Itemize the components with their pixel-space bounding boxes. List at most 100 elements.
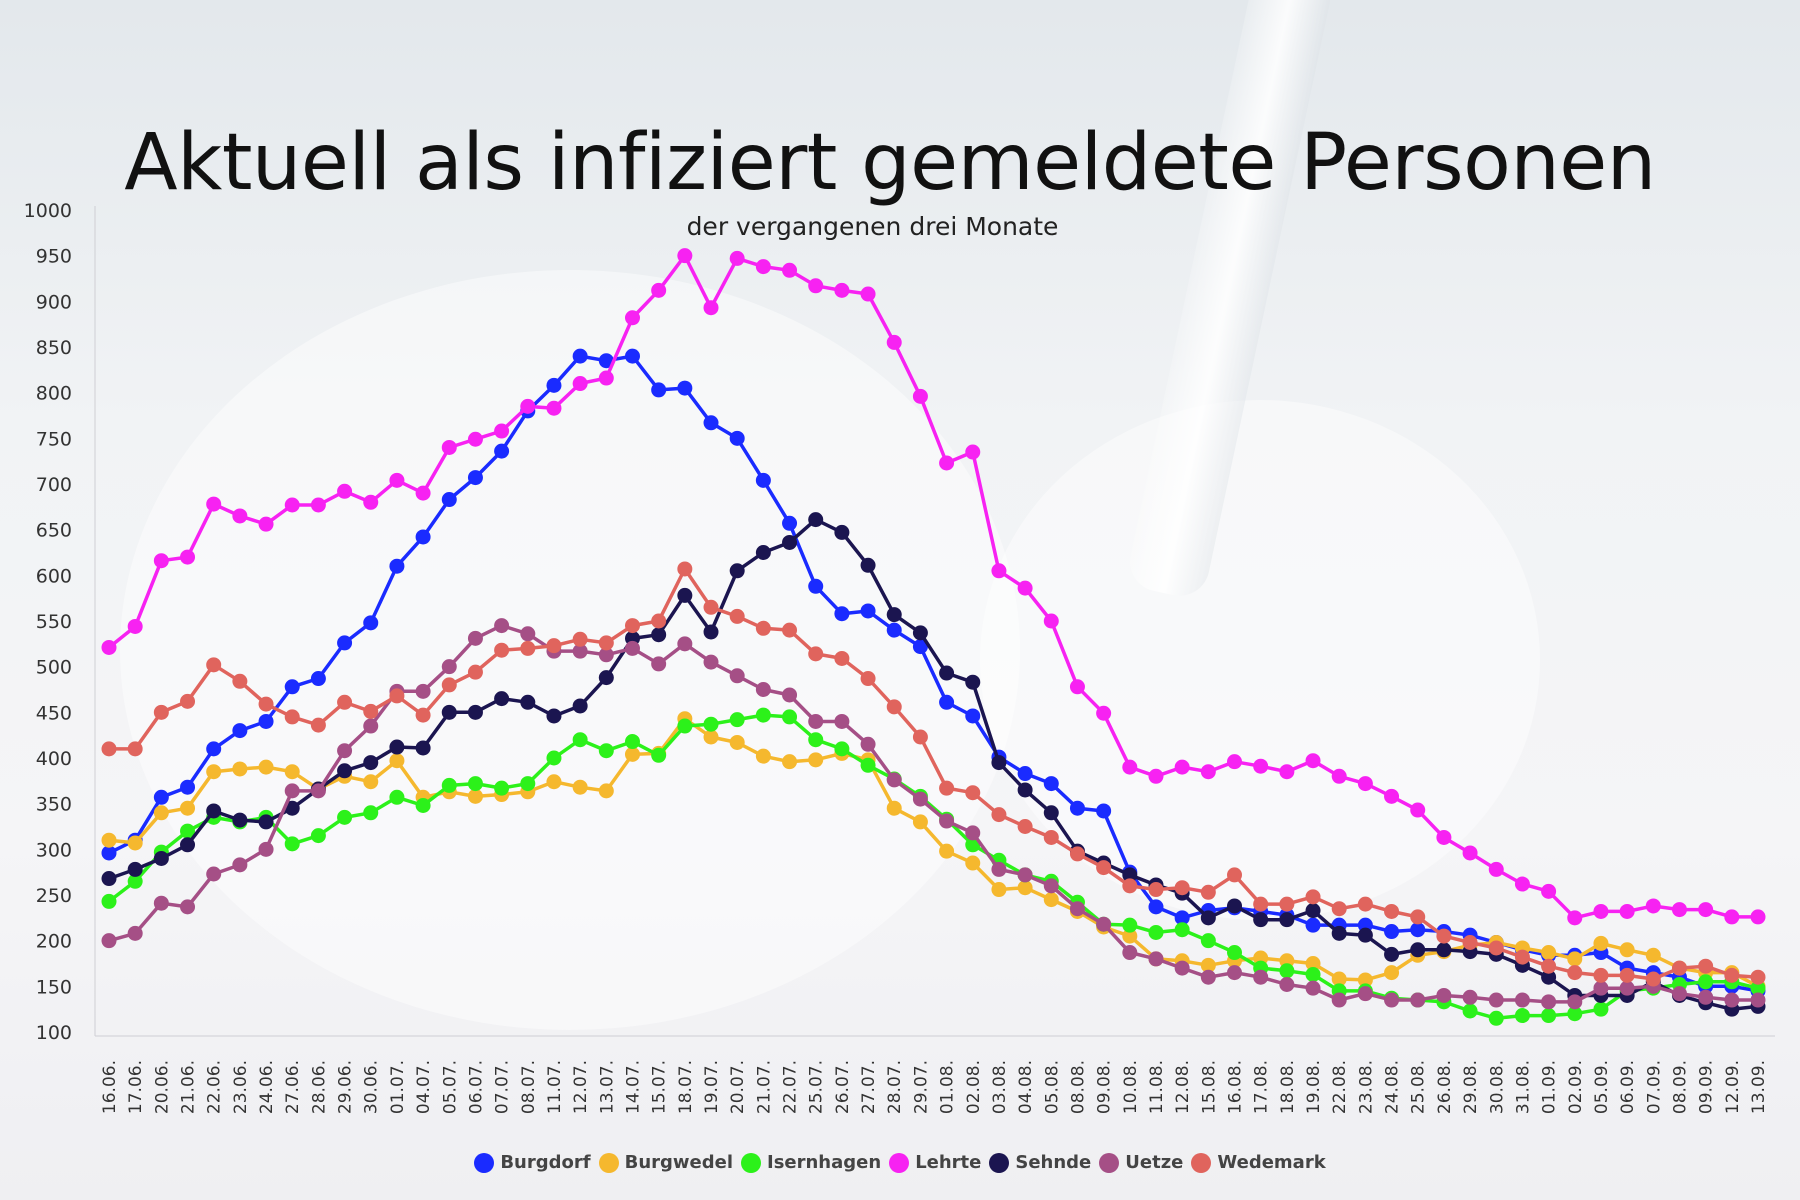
data-point-sehnde[interactable] [389,739,405,755]
data-point-isernhagen[interactable] [677,718,693,734]
data-point-burgdorf[interactable] [389,558,405,574]
data-point-wedemark[interactable] [1698,958,1714,974]
data-point-burgwedel[interactable] [258,759,274,775]
data-point-wedemark[interactable] [1410,909,1426,925]
data-point-sehnde[interactable] [467,704,483,720]
data-point-sehnde[interactable] [755,545,771,560]
data-point-sehnde[interactable] [1227,898,1243,914]
data-point-burgdorf[interactable] [232,723,248,739]
data-point-uetze[interactable] [494,618,510,634]
data-point-burgdorf[interactable] [337,635,353,651]
data-point-isernhagen[interactable] [1122,917,1138,933]
data-point-isernhagen[interactable] [1567,1006,1583,1022]
data-point-uetze[interactable] [206,866,222,882]
data-point-burgwedel[interactable] [284,764,300,780]
data-point-isernhagen[interactable] [441,777,457,793]
data-point-sehnde[interactable] [572,698,588,714]
data-point-burgdorf[interactable] [206,741,222,757]
data-point-lehrte[interactable] [965,444,981,460]
data-point-lehrte[interactable] [1227,754,1243,770]
data-point-burgwedel[interactable] [127,835,143,851]
data-point-lehrte[interactable] [1593,903,1609,919]
data-point-lehrte[interactable] [808,278,824,294]
data-point-lehrte[interactable] [284,497,300,513]
data-point-isernhagen[interactable] [782,709,798,725]
data-point-sehnde[interactable] [180,837,196,853]
data-point-wedemark[interactable] [1541,958,1557,974]
data-point-isernhagen[interactable] [1698,974,1714,990]
data-point-isernhagen[interactable] [703,716,719,732]
data-point-lehrte[interactable] [1253,758,1269,774]
data-point-burgdorf[interactable] [808,578,824,594]
data-point-uetze[interactable] [153,895,169,911]
data-point-wedemark[interactable] [1174,880,1190,896]
data-point-wedemark[interactable] [467,664,483,680]
data-point-burgwedel[interactable] [729,734,745,750]
data-point-wedemark[interactable] [258,696,274,712]
data-point-uetze[interactable] [1227,965,1243,981]
data-point-wedemark[interactable] [834,650,850,666]
data-point-lehrte[interactable] [939,455,955,471]
data-point-wedemark[interactable] [1436,928,1452,944]
data-point-burgdorf[interactable] [258,713,274,729]
data-point-wedemark[interactable] [153,704,169,720]
data-point-sehnde[interactable] [441,704,457,720]
data-point-burgdorf[interactable] [467,470,483,486]
data-point-lehrte[interactable] [1541,883,1557,899]
data-point-burgdorf[interactable] [860,603,876,619]
data-point-uetze[interactable] [1174,960,1190,976]
data-point-uetze[interactable] [860,736,876,752]
data-point-burgwedel[interactable] [1593,935,1609,951]
data-point-wedemark[interactable] [1488,940,1504,956]
data-point-burgwedel[interactable] [1357,972,1373,988]
data-point-isernhagen[interactable] [1227,945,1243,961]
data-point-wedemark[interactable] [1069,846,1085,862]
data-point-lehrte[interactable] [1724,909,1740,925]
data-point-sehnde[interactable] [494,691,510,707]
data-point-sehnde[interactable] [1200,910,1216,926]
data-point-wedemark[interactable] [363,703,379,719]
data-point-uetze[interactable] [624,640,640,656]
data-point-uetze[interactable] [1724,992,1740,1008]
data-point-sehnde[interactable] [258,814,274,830]
data-point-lehrte[interactable] [1017,580,1033,596]
data-point-burgwedel[interactable] [1619,942,1635,958]
data-point-wedemark[interactable] [624,618,640,634]
data-point-wedemark[interactable] [1645,971,1661,987]
data-point-uetze[interactable] [703,654,719,670]
data-point-isernhagen[interactable] [1200,933,1216,949]
data-point-wedemark[interactable] [284,709,300,725]
data-point-sehnde[interactable] [1122,867,1138,883]
data-point-isernhagen[interactable] [337,809,353,825]
data-point-sehnde[interactable] [651,627,667,643]
data-point-burgwedel[interactable] [886,800,902,816]
data-point-burgdorf[interactable] [1096,803,1112,819]
data-point-uetze[interactable] [572,643,588,659]
data-point-lehrte[interactable] [1384,788,1400,804]
data-point-isernhagen[interactable] [415,797,431,813]
data-point-burgdorf[interactable] [729,430,745,446]
data-point-wedemark[interactable] [494,642,510,658]
data-point-wedemark[interactable] [677,561,693,577]
data-point-isernhagen[interactable] [624,734,640,750]
data-point-wedemark[interactable] [520,640,536,656]
legend-item-sehnde[interactable]: Sehnde [989,1152,1091,1173]
data-point-isernhagen[interactable] [1488,1010,1504,1026]
data-point-wedemark[interactable] [1043,829,1059,845]
data-point-lehrte[interactable] [572,376,588,392]
data-point-burgdorf[interactable] [912,639,928,655]
data-point-burgdorf[interactable] [1174,910,1190,926]
data-point-isernhagen[interactable] [651,747,667,763]
legend-item-burgdorf[interactable]: Burgdorf [474,1152,591,1173]
data-point-isernhagen[interactable] [467,776,483,792]
data-point-uetze[interactable] [886,772,902,788]
data-point-uetze[interactable] [808,713,824,729]
data-point-burgwedel[interactable] [703,729,719,745]
data-point-wedemark[interactable] [101,741,117,757]
data-point-burgwedel[interactable] [1043,892,1059,908]
data-point-lehrte[interactable] [1069,679,1085,695]
data-point-wedemark[interactable] [1200,884,1216,900]
data-point-uetze[interactable] [337,743,353,759]
legend-item-uetze[interactable]: Uetze [1099,1152,1183,1173]
data-point-burgwedel[interactable] [1567,951,1583,967]
